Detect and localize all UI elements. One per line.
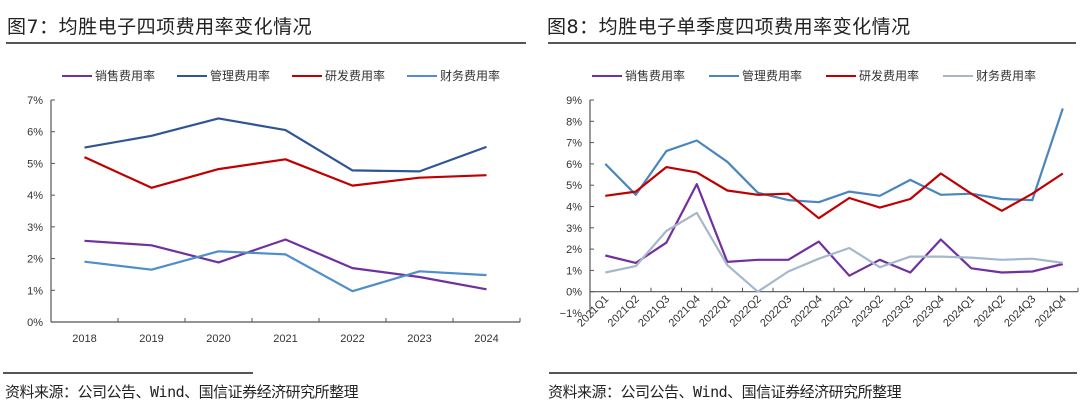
x-tick-label: 2022Q2 — [728, 293, 764, 329]
legend-item: 财务费用率 — [407, 67, 500, 84]
x-tick-label: 2023Q1 — [819, 293, 855, 329]
x-tick-label: 2023 — [407, 333, 431, 345]
legend-item: 管理费用率 — [177, 67, 270, 84]
figure-8-source: 资料来源：公司公告、Wind、国信证券经济研究所整理 — [548, 383, 902, 401]
y-tick-label: 2% — [566, 244, 582, 256]
legend-label: 管理费用率 — [210, 69, 271, 83]
x-tick-label: 2020 — [206, 333, 230, 345]
figure-7-source: 资料来源：公司公告、Wind、国信证券经济研究所整理 — [5, 383, 359, 401]
legend-item: 销售费用率 — [62, 67, 155, 84]
figure-8-source-rule — [549, 372, 1077, 374]
x-tick-label: 2018 — [72, 333, 96, 345]
series-line-1 — [605, 183, 1064, 277]
y-tick-label: 1% — [27, 285, 43, 297]
x-tick-label: 2022Q1 — [697, 293, 733, 329]
x-tick-label: 2024 — [474, 333, 498, 345]
y-tick-label: 2% — [27, 254, 43, 266]
series-line-2 — [604, 108, 1064, 204]
y-tick-label: 7% — [566, 138, 582, 150]
legend-item: 管理费用率 — [709, 67, 802, 84]
series-line-3 — [84, 156, 487, 189]
legend-label: 销售费用率 — [95, 69, 156, 83]
y-tick-label: 0% — [566, 287, 582, 299]
legend-swatch — [943, 74, 974, 77]
figure-8-chart: −1%0%1%2%3%4%5%6%7%8%9%2021Q12021Q22021Q… — [560, 95, 1079, 330]
y-tick-label: 9% — [566, 95, 582, 107]
y-tick-label: 7% — [27, 95, 43, 107]
y-tick-label: 6% — [27, 127, 43, 139]
legend-swatch — [592, 74, 622, 77]
figure-7-chart: 0% 1% 2% 3% 4% 5% 6% 7% 2018 2019 2020 2021 2022 2023… — [27, 95, 521, 345]
y-tick-label: 0% — [27, 317, 43, 329]
legend-swatch — [709, 74, 740, 77]
legend-item: 销售费用率 — [592, 67, 685, 84]
legend-swatch — [826, 74, 857, 77]
legend-label: 研发费用率 — [859, 69, 920, 83]
legend-item: 财务费用率 — [943, 67, 1036, 84]
legend-swatch — [62, 74, 92, 77]
figure-8-legend: 销售费用率 管理费用率 研发费用率 财务费用率 — [592, 67, 1036, 84]
y-tick-label: −1% — [560, 308, 583, 320]
y-tick-label: 1% — [566, 265, 582, 277]
x-tick-label: 2022 — [340, 333, 364, 345]
legend-label: 财务费用率 — [976, 69, 1037, 83]
legend-label: 管理费用率 — [742, 69, 803, 83]
legend-swatch — [292, 74, 323, 77]
legend-label: 销售费用率 — [625, 69, 686, 83]
y-tick-label: 4% — [27, 190, 43, 202]
legend-swatch — [407, 74, 438, 77]
x-tick-label: 2022Q4 — [789, 293, 825, 329]
series-line-4 — [605, 211, 1063, 293]
figure-8-title: 图8：均胜电子单季度四项费用率变化情况 — [547, 16, 911, 38]
x-tick-label: 2021Q3 — [636, 293, 672, 329]
legend-swatch — [177, 74, 208, 77]
x-tick-label: 2023Q4 — [911, 293, 947, 329]
y-tick-label: 5% — [27, 158, 43, 170]
legend-item: 研发费用率 — [292, 67, 385, 84]
y-tick-label: 3% — [566, 223, 582, 235]
x-tick-label: 2021Q4 — [667, 293, 703, 329]
x-tick-label: 2023Q2 — [850, 293, 886, 329]
series-line-1 — [84, 238, 487, 291]
y-tick-label: 3% — [27, 222, 43, 234]
x-tick-label: 2021 — [273, 333, 297, 345]
x-tick-label: 2022Q3 — [758, 293, 794, 329]
series-line-2 — [84, 117, 487, 173]
legend-item: 研发费用率 — [826, 67, 919, 84]
y-tick-label: 8% — [566, 116, 582, 128]
y-tick-label: 6% — [566, 159, 582, 171]
x-tick-label: 2024Q1 — [941, 293, 977, 329]
figure-7-title-rule — [6, 42, 526, 44]
series-line-4 — [84, 250, 487, 293]
x-tick-label: 2024Q3 — [1002, 293, 1038, 329]
figure-8-title-rule — [548, 42, 1076, 44]
x-tick-label: 2024Q4 — [1033, 293, 1069, 329]
x-tick-label: 2019 — [139, 333, 163, 345]
x-tick-label: 2024Q2 — [972, 293, 1008, 329]
figure-8-panel: 图8：均胜电子单季度四项费用率变化情况 销售费用率 管理费用率 研发费用率 财务费用率… — [540, 0, 1080, 413]
figure-7-panel: 图7：均胜电子四项费用率变化情况 销售费用率 管理费用率 研发费用率 财务费用率 0%… — [3, 16, 526, 401]
legend-label: 研发费用率 — [325, 69, 386, 83]
legend-label: 财务费用率 — [440, 69, 501, 83]
figure-7-title: 图7：均胜电子四项费用率变化情况 — [7, 16, 313, 38]
y-tick-label: 5% — [566, 180, 582, 192]
y-tick-label: 4% — [566, 202, 582, 214]
figure-7-legend: 销售费用率 管理费用率 研发费用率 财务费用率 — [62, 67, 500, 84]
series-line-3 — [605, 165, 1064, 220]
x-tick-label: 2021Q2 — [606, 293, 642, 329]
figure-7-source-rule — [3, 372, 253, 374]
x-tick-label: 2023Q3 — [880, 293, 916, 329]
